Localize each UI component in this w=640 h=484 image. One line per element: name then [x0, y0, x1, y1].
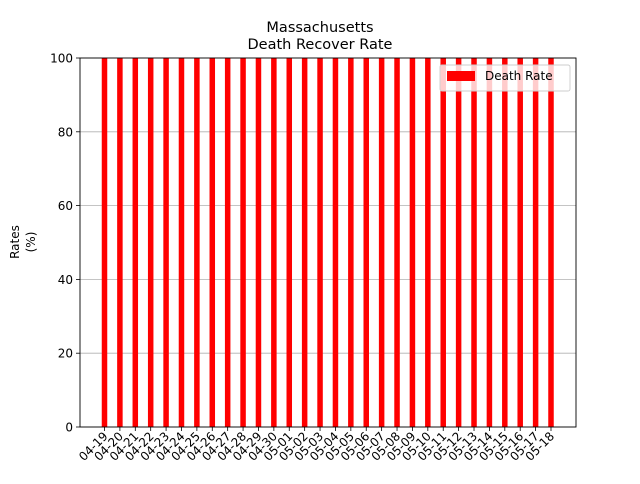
bar	[301, 58, 308, 427]
chart-title: Massachusetts	[266, 20, 373, 36]
bar	[163, 58, 169, 427]
bar	[348, 58, 354, 427]
bar	[194, 58, 200, 427]
bar	[425, 58, 431, 427]
bars-layer	[101, 58, 554, 427]
bar	[101, 58, 108, 427]
chart-subtitle: Death Recover Rate	[248, 37, 393, 53]
y-tick-label: 20	[58, 347, 73, 361]
y-tick-label: 100	[50, 52, 73, 66]
legend-swatch	[447, 71, 475, 81]
bar	[240, 58, 246, 427]
bar	[409, 58, 416, 427]
bar	[147, 58, 154, 427]
bar	[271, 58, 277, 427]
bar	[209, 58, 216, 427]
bar	[455, 58, 462, 427]
bar	[378, 58, 385, 427]
bar	[394, 58, 400, 427]
bar	[117, 58, 123, 427]
bar	[486, 58, 493, 427]
bar	[440, 58, 446, 427]
bar	[224, 58, 231, 427]
bar	[532, 58, 539, 427]
x-axis: 04-1904-2004-2104-2204-2304-2404-2504-26…	[76, 427, 557, 464]
y-tick-label: 80	[58, 125, 73, 139]
plot-frame	[79, 57, 577, 428]
bar	[502, 58, 508, 427]
bar	[255, 58, 262, 427]
bar	[548, 58, 554, 427]
bar	[332, 58, 339, 427]
bar	[178, 58, 185, 427]
bar	[317, 58, 323, 427]
bar	[132, 58, 139, 427]
legend-label: Death Rate	[485, 69, 553, 83]
bar	[363, 58, 369, 427]
y-tick-label: 0	[65, 421, 73, 435]
bar	[286, 58, 293, 427]
y-tick-label: 60	[58, 199, 73, 213]
y-tick-label: 40	[58, 273, 73, 287]
bar	[471, 58, 477, 427]
legend: Death Rate	[439, 64, 571, 92]
y-axis: 0 20 40 60 80 100	[50, 52, 80, 435]
y-axis-label-line2: (%)	[24, 232, 38, 253]
bar	[517, 58, 523, 427]
y-axis-label-line1: Rates	[8, 225, 22, 259]
